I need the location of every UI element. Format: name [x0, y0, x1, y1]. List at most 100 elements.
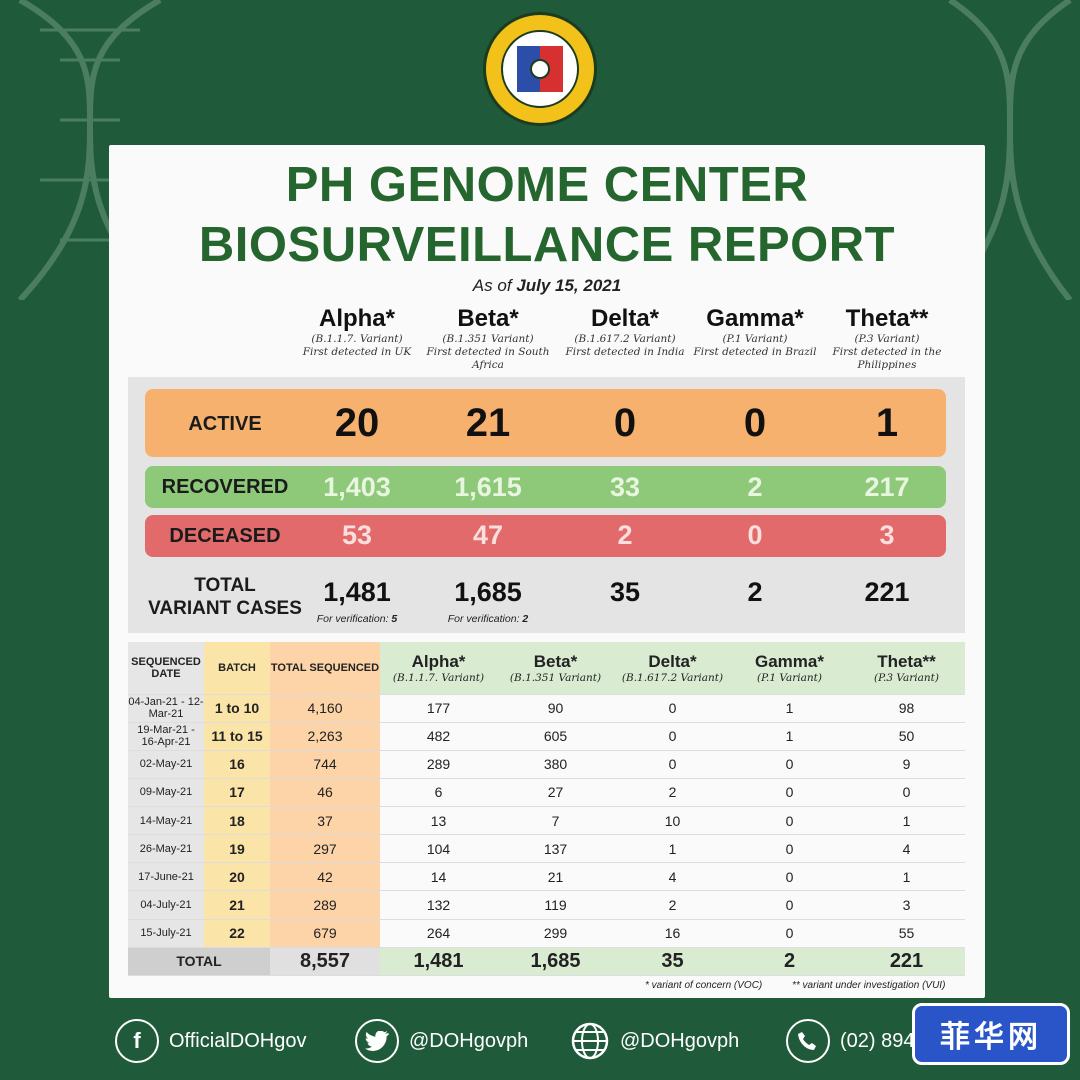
cell-sequenced: 46: [270, 778, 380, 808]
total-label-line-1: TOTAL: [194, 575, 256, 596]
total-theta-cell: 221: [848, 947, 965, 977]
active-theta: 1: [875, 401, 899, 445]
as-of-date: As of July 15, 2021: [109, 276, 985, 296]
cell-date: 09-May-21: [128, 778, 204, 808]
total-sequenced: 8,557: [270, 947, 380, 977]
cell-alpha: 177: [380, 694, 497, 723]
verification-note-alpha: For verification: 5: [292, 613, 422, 625]
cell-alpha: 104: [380, 834, 497, 864]
deceased-gamma: 0: [747, 520, 763, 550]
cell-delta: 2: [614, 890, 731, 920]
header-variant-lineage: (B.1.351 Variant): [509, 671, 602, 684]
header-batch: BATCH: [204, 642, 270, 695]
variant-lineage: (P.1 Variant): [722, 333, 788, 345]
cell-theta: 98: [848, 694, 965, 723]
cell-date: 17-June-21: [128, 862, 204, 892]
active-row-bar: [145, 389, 946, 457]
footnote-voc: * variant of concern (VOC): [645, 980, 763, 991]
variant-header-alpha: Alpha* (B.1.1.7. Variant) First detected…: [292, 305, 422, 359]
table-row: 17-June-21 20 42 14 21 4 0 1: [128, 862, 965, 892]
cell-beta: 27: [497, 778, 614, 808]
cell-gamma: 0: [731, 862, 848, 892]
cell-batch: 18: [204, 806, 270, 836]
cell-alpha: 14: [380, 862, 497, 892]
watermark-badge: 菲华网: [912, 1003, 1070, 1065]
facebook-link[interactable]: f OfficialDOHgov: [115, 1017, 306, 1065]
total-alpha: 1,481: [323, 577, 391, 607]
twitter-icon: [355, 1019, 399, 1063]
variant-origin: First detected in UK: [302, 346, 412, 358]
cell-gamma: 0: [731, 750, 848, 779]
variant-name: Beta*: [457, 305, 519, 332]
header-variant-lineage: (B.1.1.7. Variant): [392, 671, 485, 684]
cell-theta: 4: [848, 834, 965, 864]
total-delta: 35: [609, 577, 641, 607]
header-gamma: Gamma* (P.1 Variant): [731, 642, 848, 695]
variant-header-theta: Theta** (P.3 Variant) First detected in …: [822, 305, 952, 372]
cell-alpha: 264: [380, 919, 497, 948]
header-variant-lineage: (P.1 Variant): [757, 671, 822, 684]
cell-theta: 1: [848, 806, 965, 836]
cell-theta: 1: [848, 862, 965, 892]
variant-origin: First detected in India: [565, 346, 685, 358]
recovered-label: RECOVERED: [161, 476, 289, 498]
variant-header-gamma: Gamma* (P.1 Variant) First detected in B…: [690, 305, 820, 359]
cell-delta: 4: [614, 862, 731, 892]
recovered-beta: 1,615: [454, 472, 522, 502]
total-row-label: TOTAL: [128, 947, 270, 977]
facebook-handle: OfficialDOHgov: [169, 1029, 307, 1052]
cell-theta: 9: [848, 750, 965, 779]
cell-beta: 299: [497, 919, 614, 948]
dna-helix-decoration-right: [947, 0, 1073, 300]
table-total-row: TOTAL 8,557 1,481 1,685 35 2 221: [128, 947, 965, 977]
cell-beta: 380: [497, 750, 614, 779]
doh-seal-logo: [483, 12, 597, 126]
variant-header-beta: Beta* (B.1.351 Variant) First detected i…: [423, 305, 553, 372]
cell-batch: 11 to 15: [204, 722, 270, 751]
table-row: 02-May-21 16 744 289 380 0 0 9: [128, 750, 965, 779]
website-handle: @DOHgovph: [620, 1029, 740, 1052]
cell-date: 26-May-21: [128, 834, 204, 864]
cell-theta: 50: [848, 722, 965, 751]
sequencing-table: SEQUENCED DATE BATCH TOTAL SEQUENCED Alp…: [128, 642, 965, 977]
total-gamma: 2: [747, 577, 763, 607]
recovered-row-bar: [145, 466, 946, 508]
phone-link[interactable]: (02) 894: [786, 1017, 915, 1065]
deceased-beta: 47: [472, 520, 504, 550]
header-sequenced-date: SEQUENCED DATE: [128, 642, 204, 695]
recovered-gamma: 2: [747, 472, 763, 502]
cell-sequenced: 42: [270, 862, 380, 892]
table-row: 14-May-21 18 37 13 7 10 0 1: [128, 806, 965, 836]
verification-count: 5: [391, 613, 398, 625]
twitter-link[interactable]: @DOHgovph: [355, 1017, 528, 1065]
deceased-delta: 2: [617, 520, 633, 550]
cell-delta: 0: [614, 694, 731, 723]
as-of-value: July 15, 2021: [516, 276, 622, 295]
total-gamma-cell: 2: [731, 947, 848, 977]
cell-beta: 119: [497, 890, 614, 920]
recovered-theta: 217: [864, 472, 910, 502]
footnote-vui: ** variant under investigation (VUI): [792, 980, 946, 991]
total-variant-cases-label: TOTAL VARIANT CASES: [145, 574, 305, 620]
header-variant-name: Alpha*: [411, 651, 466, 671]
total-alpha-cell: 1,481: [380, 947, 497, 977]
recovered-delta: 33: [609, 472, 641, 502]
cell-batch: 21: [204, 890, 270, 920]
header-delta: Delta* (B.1.617.2 Variant): [614, 642, 731, 695]
verification-prefix: For verification:: [447, 613, 520, 625]
header-variant-name: Gamma*: [755, 651, 824, 671]
variant-origin: First detected in Brazil: [693, 346, 817, 358]
website-link[interactable]: @DOHgovph: [568, 1017, 739, 1065]
table-header-row: SEQUENCED DATE BATCH TOTAL SEQUENCED Alp…: [128, 642, 965, 695]
verification-note-beta: For verification: 2: [423, 613, 553, 625]
cell-alpha: 6: [380, 778, 497, 808]
cell-beta: 7: [497, 806, 614, 836]
header-variant-name: Delta*: [648, 651, 697, 671]
cell-date: 02-May-21: [128, 750, 204, 779]
twitter-handle: @DOHgovph: [409, 1029, 529, 1052]
cell-delta: 2: [614, 778, 731, 808]
deceased-label: DECEASED: [169, 525, 281, 547]
cell-date: 14-May-21: [128, 806, 204, 836]
header-total-sequenced: TOTAL SEQUENCED: [270, 642, 380, 695]
deceased-theta: 3: [879, 520, 895, 550]
